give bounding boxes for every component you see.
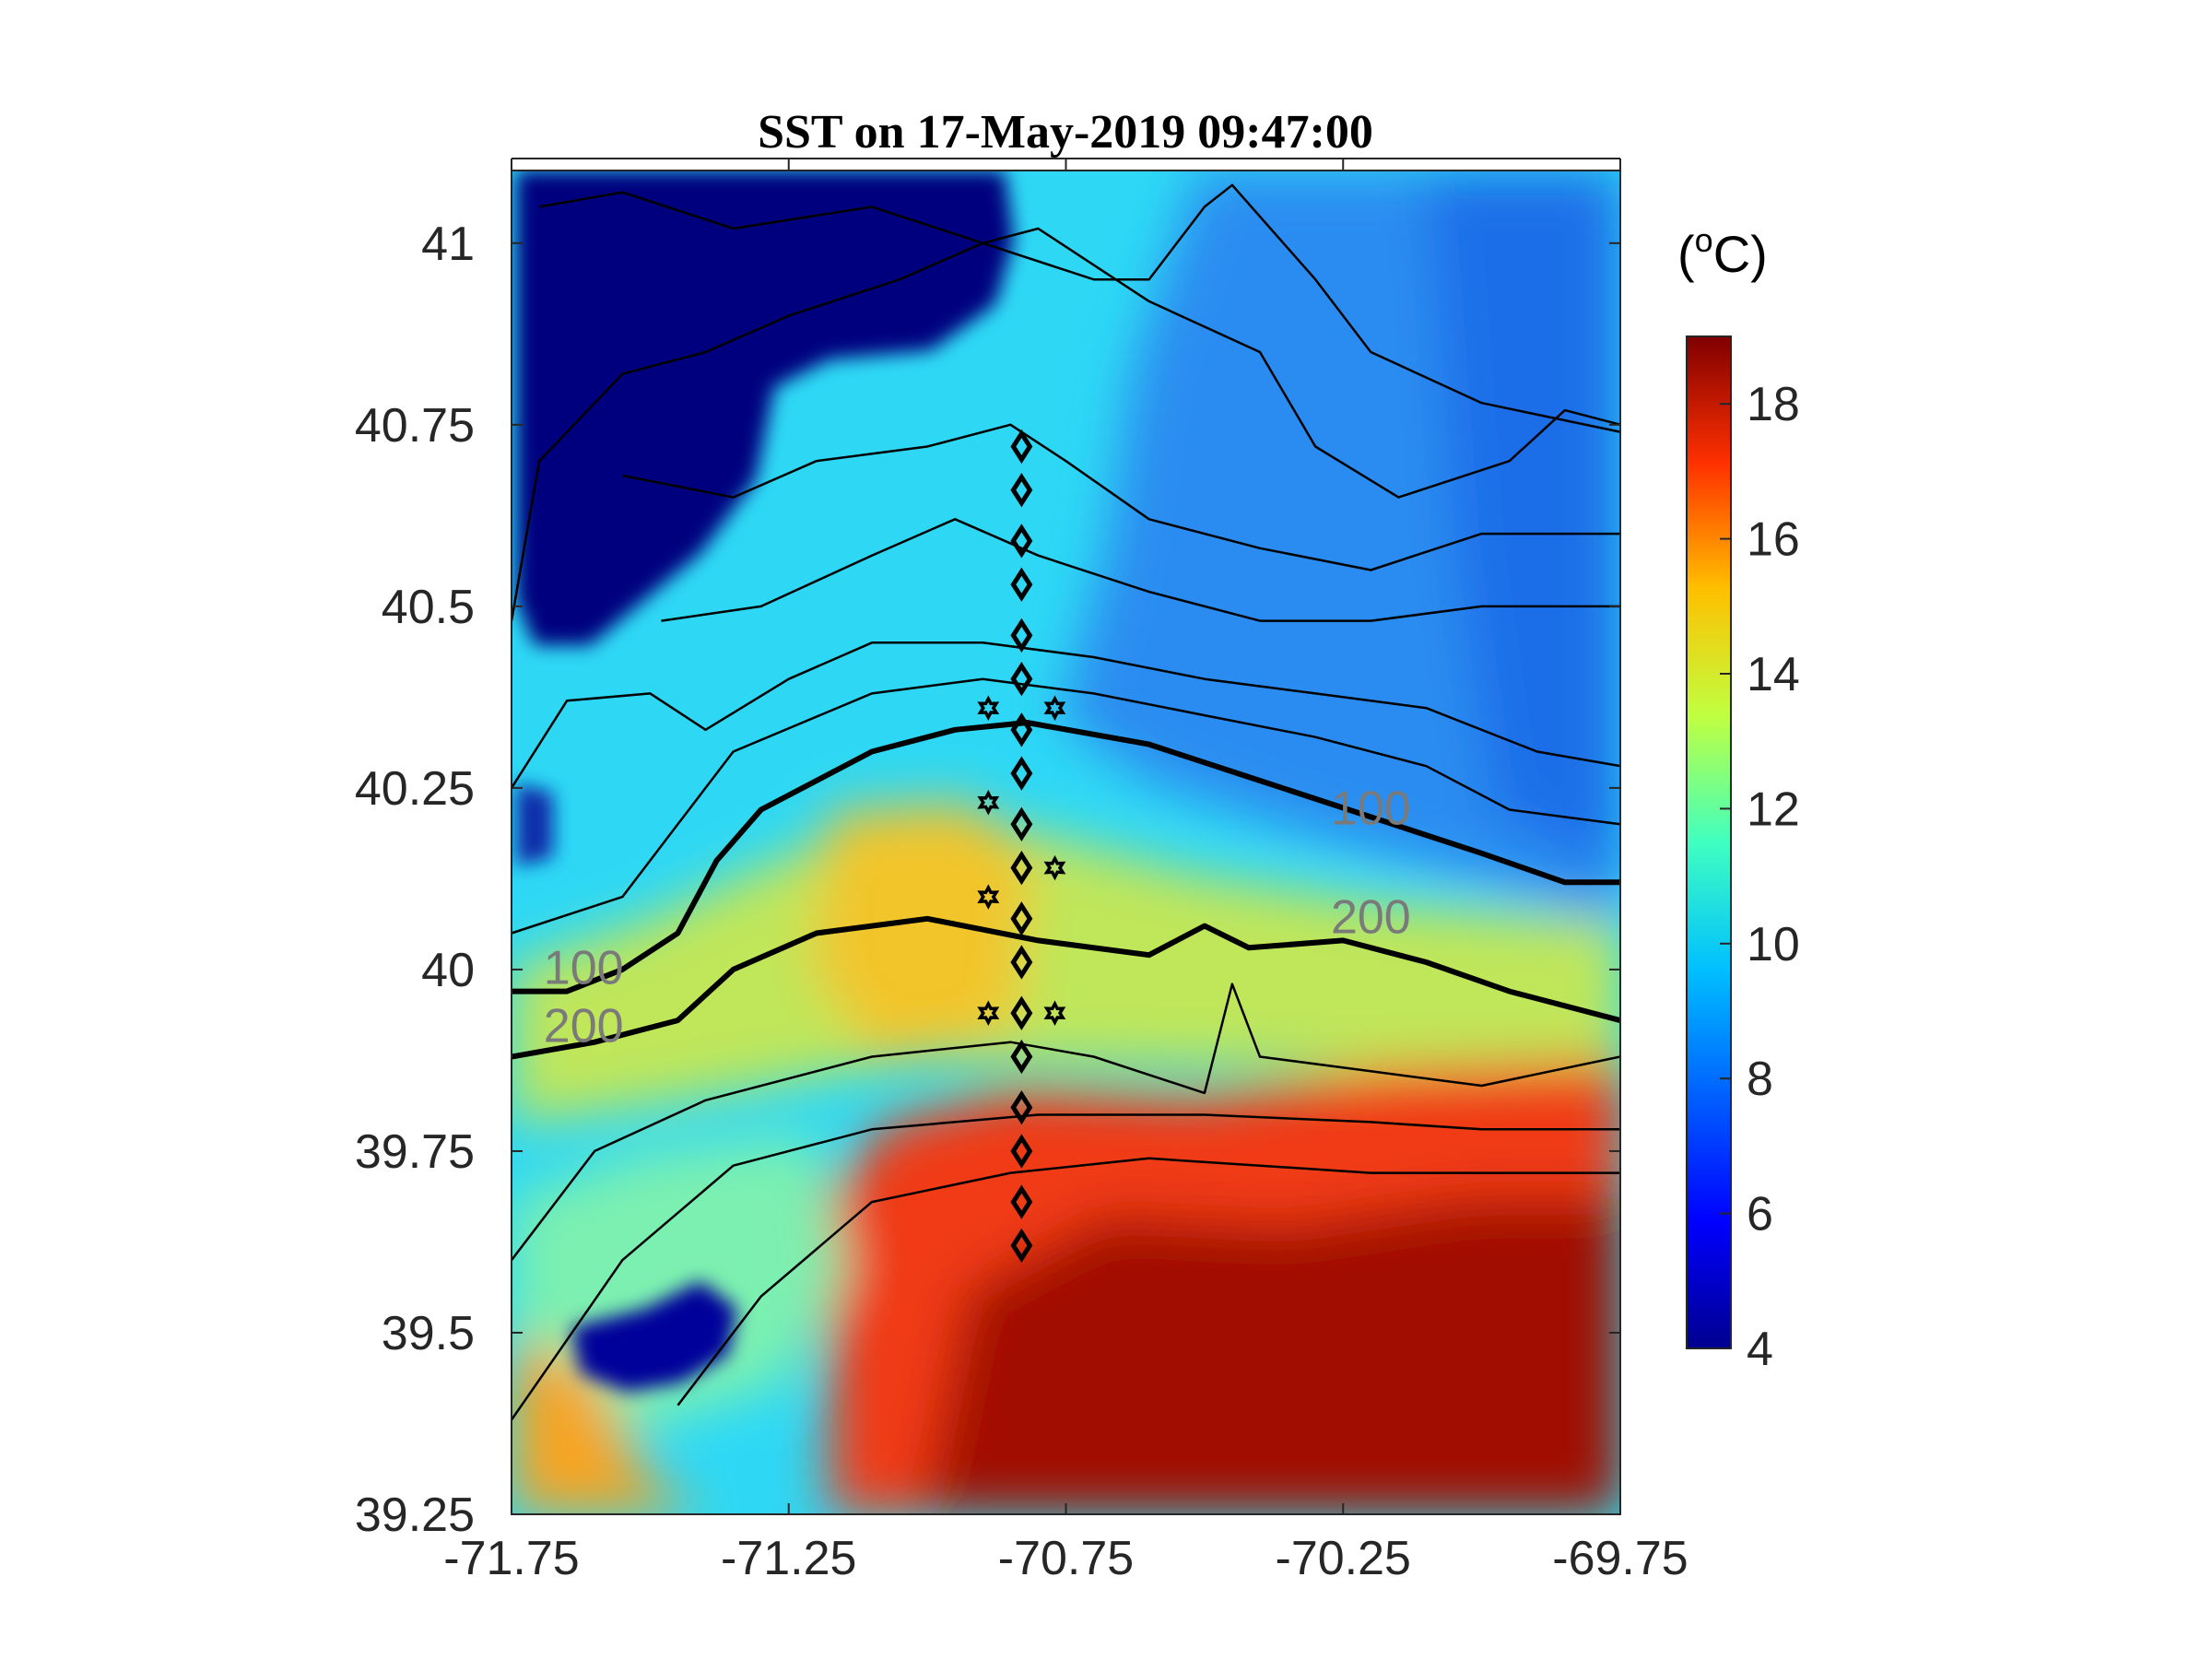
station-diamond-1 [1010, 473, 1033, 508]
sst-heatmap [512, 171, 1620, 1514]
thin-isobath-2 [677, 1157, 1620, 1406]
station-diamond-12 [1010, 995, 1033, 1030]
sst-cold-spot-west [516, 783, 553, 866]
thin-isobath-1 [512, 1113, 1620, 1421]
station-star-6 [1043, 1000, 1066, 1026]
colorbar-gradient [1686, 335, 1732, 1349]
colorbar-tick-label-1: 6 [1747, 1188, 1773, 1241]
sst-region-sw-warm [512, 1336, 700, 1514]
x-tick-label-4: -69.75 [1552, 1532, 1688, 1585]
isobath-100m [512, 720, 1620, 994]
sst-cold-pool-south [571, 1281, 737, 1392]
y-tick-label-4: 40.25 [355, 762, 475, 816]
isobath-label-2: 100 [1331, 782, 1411, 835]
station-diamond-15 [1010, 1134, 1033, 1169]
colorbar-tick-label-5: 14 [1747, 648, 1800, 701]
y-tick-label-2: 39.75 [355, 1125, 475, 1179]
thin-isobath-8 [538, 183, 1620, 433]
colorbar-tick-label-0: 4 [1747, 1323, 1773, 1376]
station-diamond-17 [1010, 1228, 1033, 1264]
isobath-label-3: 200 [1331, 891, 1411, 945]
station-star-3 [1043, 854, 1066, 881]
x-tick-label-0: -71.75 [443, 1532, 579, 1585]
station-star-1 [1043, 695, 1066, 721]
thin-isobath-7 [512, 227, 1620, 621]
station-diamond-11 [1010, 945, 1033, 980]
axis-ticks: -71.75 -71.25 -70.75 -70.25 -69.75 39.25 39.5 3… [355, 159, 1688, 1585]
isobath-label-1: 200 [544, 1000, 624, 1053]
x-tick-label-2: -70.75 [998, 1532, 1134, 1585]
y-tick-label-1: 39.5 [382, 1307, 475, 1360]
station-diamond-9 [1010, 850, 1033, 886]
colorbar-tick-label-6: 16 [1747, 513, 1800, 567]
sst-region-ne-deep [1429, 171, 1620, 875]
colorbar-ticks: 4 6 8 10 12 14 16 18 [1720, 378, 1800, 1376]
chart-title: SST on 17-May-2019 09:47:00 [758, 106, 1373, 159]
station-diamond-4 [1010, 618, 1033, 653]
station-diamond-5 [1010, 662, 1033, 697]
y-tick-label-5: 40.5 [382, 581, 475, 634]
station-markers [977, 429, 1066, 1264]
thin-isobath-6 [622, 423, 1620, 571]
station-diamond-0 [1010, 429, 1033, 465]
station-diamond-6 [1010, 712, 1033, 747]
colorbar-unit: (oC) [1677, 221, 1768, 283]
colorbar-unit-open: ( [1677, 225, 1695, 283]
station-diamond-13 [1010, 1039, 1033, 1075]
colorbar-tick-label-3: 10 [1747, 918, 1800, 971]
colorbar-tick-label-4: 12 [1747, 782, 1800, 836]
sst-region-slope [512, 811, 1620, 1124]
station-diamond-7 [1010, 756, 1033, 791]
y-tick-label-3: 40 [421, 944, 475, 997]
colorbar-tick-label-7: 18 [1747, 378, 1800, 431]
x-tick-label-1: -71.25 [721, 1532, 856, 1585]
colorbar-tick-label-2: 8 [1747, 1053, 1773, 1106]
isobath-label-0: 100 [544, 942, 624, 995]
sst-region-warm-patch [811, 802, 1032, 1060]
y-tick-label-7: 41 [421, 218, 475, 271]
thin-isobath-3 [512, 677, 1620, 935]
station-star-4 [977, 884, 1000, 910]
colorbar-unit-degree: o [1695, 221, 1713, 259]
station-diamond-16 [1010, 1184, 1033, 1219]
station-star-2 [977, 789, 1000, 816]
station-diamond-10 [1010, 901, 1033, 936]
station-diamond-14 [1010, 1090, 1033, 1125]
station-diamond-2 [1010, 524, 1033, 559]
colorbar: 4 6 8 10 12 14 16 18 (oC) [1677, 221, 1800, 1376]
y-tick-label-6: 40.75 [355, 399, 475, 453]
y-tick-label-0: 39.25 [355, 1488, 475, 1542]
x-tick-label-3: -70.25 [1276, 1532, 1411, 1585]
isobath-200m [512, 915, 1620, 1060]
sst-cold-pool-north [516, 171, 1014, 645]
sst-region-hot [922, 1198, 1620, 1514]
station-star-0 [977, 695, 1000, 721]
station-star-5 [977, 1000, 1000, 1026]
isobath-contours [512, 183, 1620, 1421]
station-diamond-3 [1010, 567, 1033, 602]
station-diamond-8 [1010, 806, 1033, 841]
thin-isobath-0 [512, 982, 1620, 1261]
thin-isobath-5 [661, 518, 1620, 622]
thin-isobath-4 [512, 641, 1620, 789]
colorbar-unit-celsius: C) [1713, 225, 1768, 283]
